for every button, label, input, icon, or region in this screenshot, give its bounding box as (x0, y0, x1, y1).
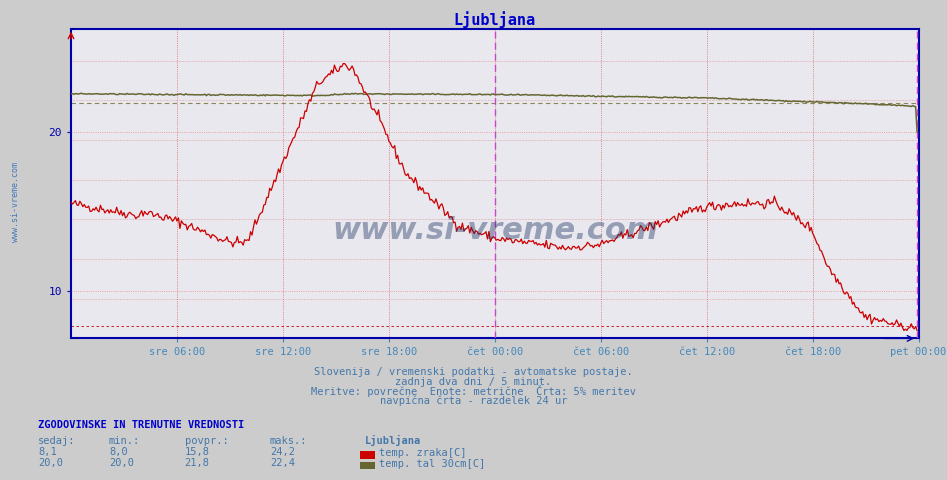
Text: sedaj:: sedaj: (38, 436, 76, 446)
Text: www.si-vreme.com: www.si-vreme.com (11, 162, 21, 241)
Text: zadnja dva dni / 5 minut.: zadnja dva dni / 5 minut. (396, 377, 551, 387)
Text: maks.:: maks.: (270, 436, 308, 446)
Text: temp. zraka[C]: temp. zraka[C] (379, 448, 466, 458)
Text: 21,8: 21,8 (185, 457, 209, 468)
Text: ZGODOVINSKE IN TRENUTNE VREDNOSTI: ZGODOVINSKE IN TRENUTNE VREDNOSTI (38, 420, 244, 430)
Text: 24,2: 24,2 (270, 447, 295, 457)
Text: min.:: min.: (109, 436, 140, 446)
Text: 22,4: 22,4 (270, 457, 295, 468)
Text: 15,8: 15,8 (185, 447, 209, 457)
Title: Ljubljana: Ljubljana (454, 11, 536, 28)
Text: navpična črta - razdelek 24 ur: navpična črta - razdelek 24 ur (380, 396, 567, 406)
Text: 8,1: 8,1 (38, 447, 57, 457)
Text: temp. tal 30cm[C]: temp. tal 30cm[C] (379, 458, 485, 468)
Text: 20,0: 20,0 (38, 457, 63, 468)
Text: www.si-vreme.com: www.si-vreme.com (332, 216, 657, 244)
Text: Slovenija / vremenski podatki - avtomatske postaje.: Slovenija / vremenski podatki - avtomats… (314, 367, 633, 377)
Text: povpr.:: povpr.: (185, 436, 228, 446)
Text: 8,0: 8,0 (109, 447, 128, 457)
Text: 20,0: 20,0 (109, 457, 134, 468)
Text: Ljubljana: Ljubljana (365, 435, 420, 446)
Text: Meritve: povrečne  Enote: metrične  Črta: 5% meritev: Meritve: povrečne Enote: metrične Črta: … (311, 384, 636, 396)
